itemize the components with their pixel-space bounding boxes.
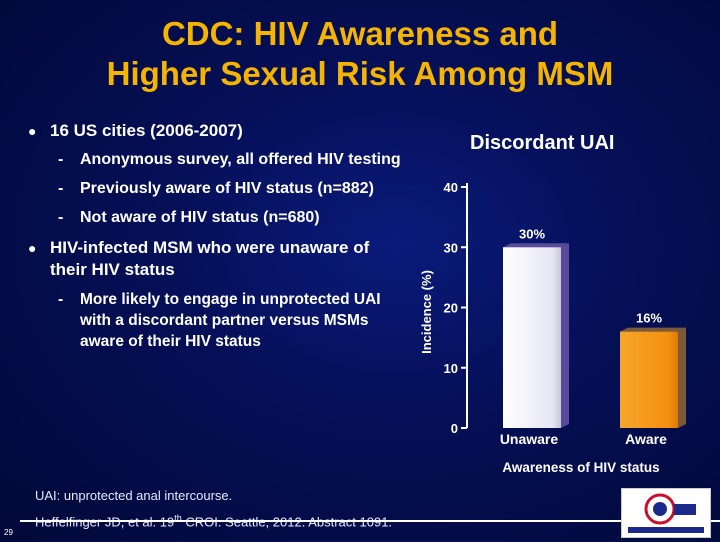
y-tick-label: 30 [444,240,458,255]
title-line-1: CDC: HIV Awareness and [161,15,559,52]
title-line-2: Higher Sexual Risk Among MSM [106,55,614,92]
footnote-abbrev: UAI: unprotected anal intercourse. [35,488,233,503]
bullet-list: ● 16 US cities (2006-2007) - Anonymous s… [28,120,408,352]
sub-bullet: - Not aware of HIV status (n=680) [28,208,408,228]
bar-top-aware [620,327,686,332]
y-tick-label: 10 [444,361,458,376]
x-tick-label: Aware [625,431,667,447]
data-label-aware: 16% [636,311,662,326]
bar-unaware [503,247,561,428]
sub-bullet-text: Previously aware of HIV status (n=882) [80,180,374,197]
y-tick-label: 0 [451,421,458,436]
cdc-logo-icon [621,488,711,538]
x-axis-label: Awareness of HIV status [502,460,659,475]
bullet-1-text: 16 US cities (2006-2007) [50,121,243,140]
y-tick-label: 20 [444,301,458,316]
citation-superscript: th [174,513,182,523]
dash-icon: - [58,209,64,226]
bullet-2-text: HIV-infected MSM who were unaware of the… [50,238,370,279]
bullet-dot-icon: ● [28,240,37,256]
page-number: 29 [4,528,13,537]
bullet-dot-icon: ● [28,123,37,139]
sub-bullet: - Anonymous survey, all offered HIV test… [28,150,408,170]
y-tick-label: 40 [444,180,458,195]
sub-bullet-text: Anonymous survey, all offered HIV testin… [80,151,401,168]
chart-title: Discordant UAI [470,132,615,154]
data-label-unaware: 30% [519,226,545,241]
y-axis-label: Incidence (%) [419,270,434,354]
x-tick-label: Unaware [500,431,559,447]
bar-aware [620,331,678,428]
sub-bullet-text: More likely to engage in unprotected UAI… [80,291,381,350]
bottom-divider [20,520,720,522]
slide-title: CDC: HIV Awareness and Higher Sexual Ris… [0,14,720,94]
bullet-2: ● HIV-infected MSM who were unaware of t… [28,237,408,281]
footnote: UAI: unprotected anal intercourse. Heffe… [35,485,392,533]
dash-icon: - [58,291,64,308]
sub-bullet: - More likely to engage in unprotected U… [28,289,408,352]
sub-bullet-text: Not aware of HIV status (n=680) [80,209,320,226]
sub-bullet: - Previously aware of HIV status (n=882) [28,179,408,199]
bar-side-unaware [561,243,569,428]
bar-top-unaware [503,243,569,248]
dash-icon: - [58,180,64,197]
dash-icon: - [58,151,64,168]
bar-side-aware [678,327,686,428]
bullet-1: ● 16 US cities (2006-2007) [28,120,408,142]
